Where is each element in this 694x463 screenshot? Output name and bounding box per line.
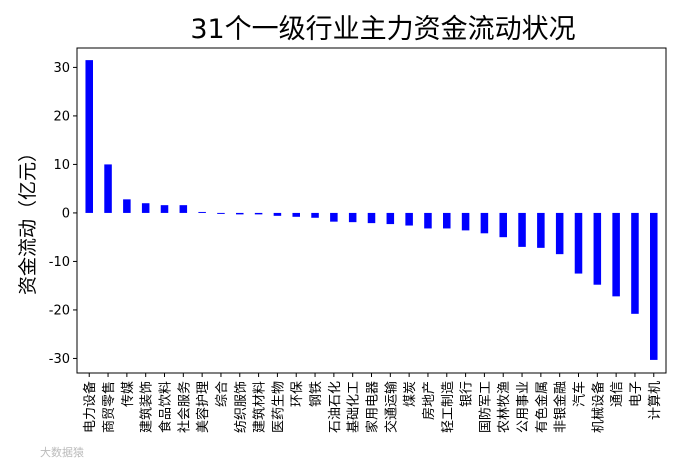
x-tick-label: 石油石化 (328, 381, 343, 433)
x-tick-label: 建筑材料 (252, 381, 268, 433)
x-tick-label: 轻工制造 (441, 381, 456, 433)
x-tick-label: 公用事业 (516, 381, 531, 433)
bars-group (85, 60, 658, 360)
bar-煤炭 (405, 212, 413, 226)
x-tick-label: 电子 (629, 381, 644, 407)
bar-石油石化 (330, 212, 338, 222)
x-tick-label: 农林牧渔 (497, 381, 512, 433)
bar-医药生物 (273, 212, 282, 216)
x-tick-label: 医药生物 (271, 381, 286, 433)
bar-食品饮料 (160, 205, 169, 213)
chart-title: 31个一级行业主力资金流动状况 (190, 14, 575, 45)
bar-非银金融 (555, 212, 564, 255)
bar-国防军工 (480, 212, 489, 234)
y-tick-label: -10 (49, 255, 70, 270)
bar-机械设备 (593, 212, 602, 285)
bar-轻工制造 (443, 212, 451, 229)
x-tick-label: 综合 (215, 381, 230, 407)
x-tick-label: 交通运输 (383, 381, 399, 433)
bar-有色金属 (537, 212, 545, 248)
x-tick-label: 基础化工 (347, 381, 362, 433)
x-tick-label: 美容护理 (195, 381, 211, 433)
x-tick-label: 煤炭 (403, 381, 418, 407)
y-tick-label: 10 (53, 158, 70, 173)
bar-基础化工 (348, 212, 357, 223)
y-axis: 30 20 10 0 -10 -20 -30 (49, 61, 77, 367)
y-axis-label: 资金流动（亿元） (17, 143, 39, 295)
bar-汽车 (574, 212, 583, 274)
y-tick-label: -20 (49, 303, 70, 318)
x-tick-label: 传媒 (121, 381, 136, 407)
x-tick-label: 国防军工 (477, 381, 493, 433)
x-tick-label: 机械设备 (590, 381, 606, 433)
bar-社会服务 (179, 205, 188, 213)
x-tick-label: 建筑装饰 (139, 381, 155, 433)
x-tick-label: 纺织服饰 (234, 381, 249, 433)
bar-计算机 (650, 212, 658, 360)
x-tick-label: 房地产 (421, 381, 437, 420)
bar-综合 (217, 212, 225, 214)
x-tick-label: 银行 (460, 381, 475, 407)
x-tick-label: 食品饮料 (158, 381, 174, 433)
x-tick-label: 商贸零售 (101, 381, 117, 433)
x-tick-label: 有色金属 (534, 381, 550, 433)
x-tick-label: 通信 (610, 381, 625, 407)
bar-家用电器 (367, 212, 376, 224)
bar-商贸零售 (104, 164, 112, 213)
x-tick-label: 电力设备 (82, 381, 98, 433)
bar-交通运输 (386, 212, 395, 225)
x-tick-label: 家用电器 (365, 381, 381, 433)
bar-钢铁 (311, 212, 319, 218)
bar-电子 (631, 212, 639, 314)
x-tick-label: 非银金融 (553, 381, 569, 433)
bar-建筑装饰 (141, 203, 150, 213)
bar-公用事业 (518, 212, 526, 247)
x-tick-label: 环保 (290, 381, 305, 407)
bar-电力设备 (85, 60, 93, 213)
y-tick-label: 30 (53, 61, 70, 76)
bar-房地产 (424, 212, 432, 229)
x-tick-label: 汽车 (571, 381, 587, 407)
bar-建筑材料 (254, 212, 263, 215)
x-tick-label: 社会服务 (176, 381, 192, 433)
x-tick-label: 钢铁 (309, 381, 324, 407)
bar-银行 (461, 212, 470, 231)
bar-美容护理 (198, 211, 206, 213)
bar-纺织服饰 (236, 212, 244, 215)
bar-农林牧渔 (499, 212, 507, 238)
y-tick-label: -30 (49, 352, 70, 367)
y-tick-label: 0 (62, 206, 70, 221)
bar-环保 (292, 212, 300, 217)
watermark: 大数据猿 (40, 445, 84, 459)
y-tick-label: 20 (53, 109, 70, 124)
bar-传媒 (123, 199, 131, 213)
bar-通信 (612, 212, 620, 297)
x-axis: 电力设备 商贸零售 传媒 建筑装饰 食品饮料 社会服务 美容护理 综合 纺织服饰 建筑材料 医药生物… (82, 373, 663, 433)
x-tick-label: 计算机 (648, 381, 663, 420)
